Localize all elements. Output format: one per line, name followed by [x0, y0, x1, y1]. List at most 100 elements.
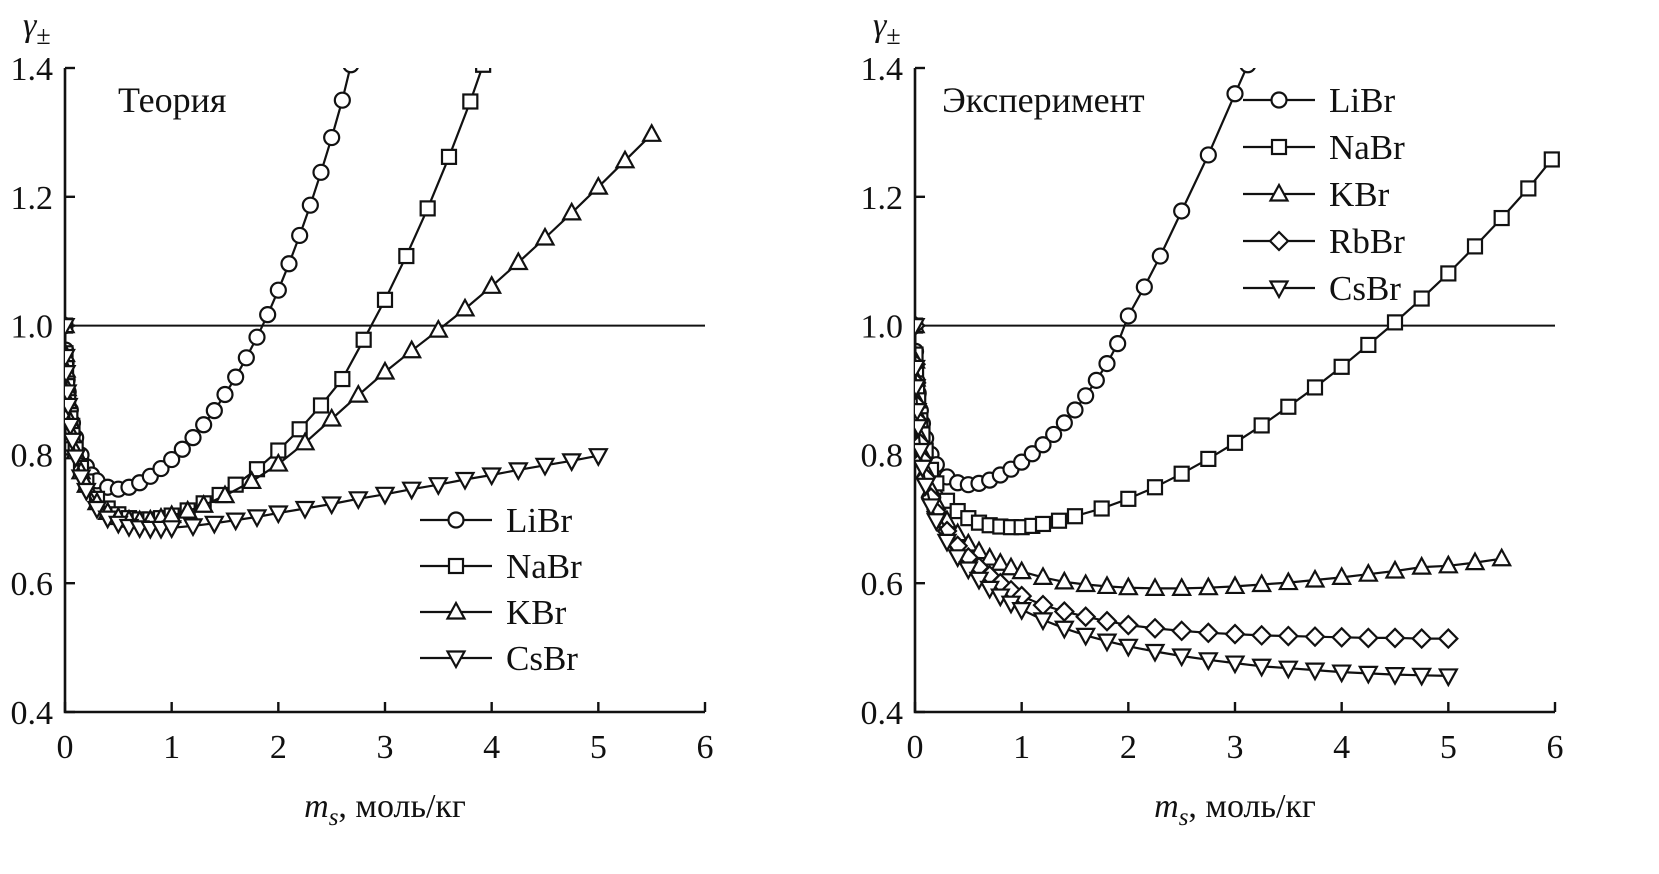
legend-item-NaBr: NaBr — [1243, 128, 1405, 167]
marker-triangle-down — [915, 477, 937, 497]
y-tick-label: 1.0 — [861, 309, 904, 346]
marker-square — [1520, 180, 1537, 197]
marker-triangle-up — [347, 383, 369, 403]
marker-triangle-down — [401, 481, 423, 501]
experiment-plot-svg: 0 1 2 3 4 5 6 0.4 0.6 0.8 1.0 1.2 1.4 Эксперимент γ± ms… — [861, 7, 1564, 831]
marker-triangle-up — [1437, 554, 1459, 574]
marker-triangle-up — [294, 431, 316, 451]
marker-diamond — [1144, 617, 1166, 639]
marker-diamond — [1437, 628, 1459, 650]
marker-triangle-up — [1491, 547, 1513, 567]
marker-triangle-up — [1032, 566, 1054, 586]
marker-circle — [1098, 354, 1116, 373]
marker-circle — [1045, 425, 1063, 444]
marker-square — [475, 68, 492, 73]
marker-diamond — [1251, 624, 1273, 646]
marker-circle — [216, 385, 234, 404]
marker-circle — [248, 328, 266, 346]
marker-circle — [173, 440, 191, 458]
marker-triangle-up — [1384, 559, 1406, 579]
marker-square — [440, 148, 458, 165]
legend-item-KBr: KBr — [1243, 175, 1390, 214]
marker-triangle-down — [246, 509, 268, 529]
series-markers-CsBr — [65, 318, 609, 540]
marker-triangle-up — [1011, 560, 1033, 580]
marker-circle — [163, 450, 181, 469]
x-tick-label: 1 — [163, 729, 180, 766]
marker-diamond — [1032, 594, 1054, 616]
marker-square — [334, 370, 351, 388]
marker-diamond — [1096, 610, 1118, 632]
marker-circle — [1199, 146, 1217, 164]
marker-diamond — [1277, 625, 1299, 647]
marker-diamond — [1331, 626, 1353, 648]
x-tick-label: 6 — [697, 729, 714, 766]
marker-square — [462, 93, 479, 110]
marker-triangle-down — [925, 513, 947, 533]
marker-triangle-down — [1224, 655, 1246, 675]
marker-square — [1093, 500, 1110, 517]
theory-axes — [63, 68, 705, 714]
marker-triangle-up — [427, 318, 449, 338]
marker-triangle-down — [915, 318, 926, 337]
marker-triangle-up — [561, 201, 583, 221]
marker-circle — [312, 163, 330, 181]
marker-square — [1466, 238, 1484, 255]
marker-square — [1120, 490, 1137, 507]
y-tick-label: 0.8 — [11, 437, 54, 474]
legend-label-LiBr: LiBr — [506, 501, 572, 540]
marker-triangle-up — [454, 297, 476, 317]
series-line-LiBr — [915, 68, 1248, 486]
x-tick-label: 6 — [1547, 729, 1564, 766]
legend-marker-triangle-up — [1268, 182, 1290, 202]
legend-label-RbBr: RbBr — [1329, 222, 1405, 261]
marker-diamond — [1224, 623, 1246, 645]
marker-triangle-down — [347, 491, 369, 511]
marker-square — [312, 397, 330, 414]
legend-item-LiBr: LiBr — [1243, 81, 1395, 120]
marker-triangle-down — [534, 457, 556, 477]
x-tick-label: 5 — [1440, 729, 1457, 766]
marker-triangle-down — [968, 571, 990, 591]
x-tick-label: 5 — [590, 729, 607, 766]
experiment-series-area — [915, 68, 1560, 688]
legend-label-NaBr: NaBr — [1329, 128, 1405, 167]
marker-triangle-down — [1251, 658, 1273, 678]
marker-diamond — [1357, 627, 1379, 649]
marker-circle — [301, 196, 319, 214]
marker-square — [1333, 358, 1350, 375]
marker-triangle-down — [957, 561, 979, 581]
legend-label-KBr: KBr — [506, 593, 567, 632]
marker-triangle-down — [1032, 612, 1054, 632]
marker-circle — [195, 416, 213, 434]
marker-triangle-down — [70, 469, 92, 489]
y-tick-label: 0.6 — [11, 566, 54, 603]
x-tick-label: 4 — [1333, 729, 1350, 766]
marker-triangle-down — [454, 471, 476, 491]
legend-item-RbBr: RbBr — [1243, 222, 1405, 261]
legend: LiBr NaBr KBr RbBr CsBr — [1243, 81, 1405, 308]
marker-triangle-down — [915, 403, 928, 422]
marker-square — [1360, 336, 1377, 354]
marker-triangle-down — [561, 453, 583, 473]
marker-triangle-up — [507, 251, 529, 271]
y-tick-label: 1.4 — [861, 51, 904, 88]
marker-triangle-up — [1144, 577, 1166, 596]
marker-triangle-down — [1277, 660, 1299, 680]
legend-marker-triangle-down — [445, 650, 467, 670]
marker-circle — [184, 429, 202, 447]
marker-diamond — [1075, 606, 1097, 628]
marker-circle — [342, 68, 359, 74]
marker-triangle-down — [75, 482, 97, 502]
marker-triangle-up — [1304, 568, 1326, 588]
legend-marker-circle — [1270, 91, 1288, 109]
marker-triangle-up — [1117, 576, 1139, 596]
marker-diamond — [1053, 600, 1075, 623]
marker-triangle-up — [1075, 573, 1097, 593]
marker-triangle-up — [534, 226, 556, 246]
marker-triangle-up — [1197, 576, 1219, 596]
marker-circle — [1066, 401, 1084, 419]
marker-triangle-up — [401, 339, 423, 359]
series-markers-CsBr — [915, 318, 1459, 688]
marker-triangle-up — [641, 123, 663, 142]
